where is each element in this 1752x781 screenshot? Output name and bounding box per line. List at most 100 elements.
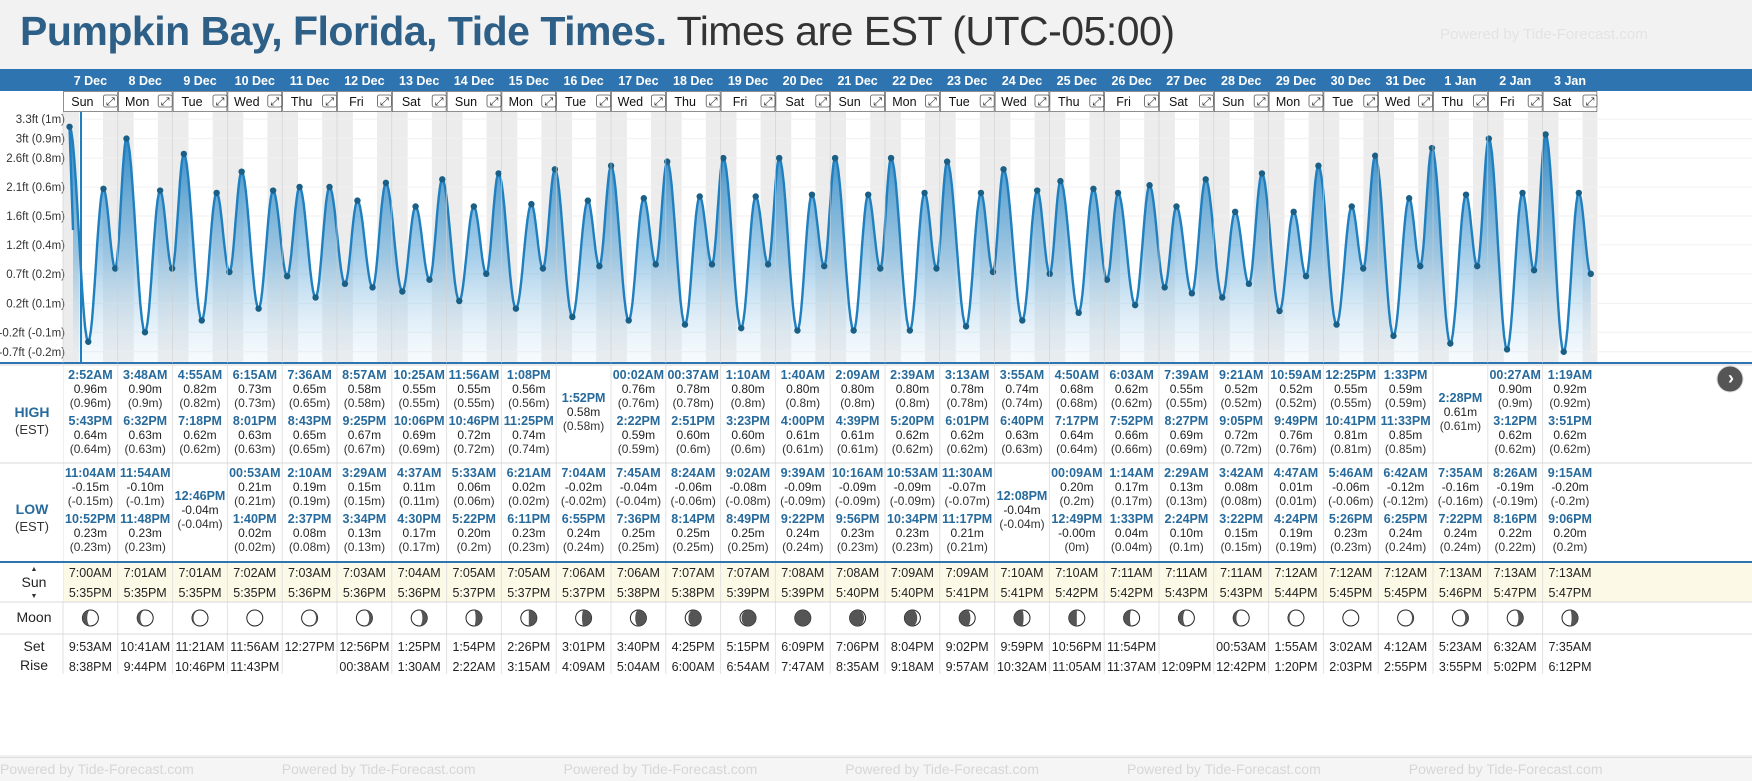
high-tide-time: 1:33PM [1384,368,1428,382]
y-tick-label: 1.2ft (0.4m) [6,240,65,252]
expand-day-button[interactable] [651,94,666,108]
expand-day-button[interactable] [1418,94,1433,108]
expand-day-button[interactable] [541,94,557,108]
expand-day-button[interactable] [925,94,940,108]
sunset-time: 5:42PM [1110,586,1153,600]
expand-day-button[interactable] [103,94,118,108]
expand-day-button[interactable] [267,94,283,108]
low-tide-time: 1:33PM [1110,512,1154,526]
low-tide-point [1447,340,1454,347]
expand-day-button[interactable] [1034,94,1050,108]
high-tide-metric: (0.59m) [1385,396,1426,410]
high-tide-height: 0.61m [841,428,874,442]
footer-watermark: Powered by Tide-Forecast.com [281,761,476,777]
low-tide-metric: (0.15m) [344,494,385,508]
expand-day-button[interactable] [1199,94,1214,108]
high-tide-height: 0.69m [403,428,436,442]
date-header: 12 Dec [344,74,384,88]
low-tide-time: 11:17PM [942,512,992,526]
high-tide-height: 0.60m [731,428,764,442]
expand-day-button[interactable] [1527,94,1543,108]
high-tide-point [180,150,188,158]
low-tide-metric: (-0.04m) [177,517,222,531]
high-tide-metric: (0.61m) [837,442,878,456]
moon-shadow [959,610,971,626]
high-tide-point [66,123,73,130]
moonrise-time: 7:47AM [781,660,824,674]
low-tide-time: 7:36PM [617,512,661,526]
high-tide-point [1371,152,1379,159]
sunset-time: 5:46PM [1439,586,1482,600]
expand-day-button[interactable] [760,94,776,108]
moonrise-time: 11:37AM [1107,660,1156,674]
high-tide-height: 0.52m [1279,382,1312,396]
high-tide-point [213,189,220,197]
high-tide-point [887,154,895,162]
expand-day-button[interactable] [486,94,502,108]
sunset-time: 5:36PM [288,586,331,600]
expand-day-button[interactable] [815,94,831,108]
sunrise-time: 7:03AM [288,566,331,580]
expand-day-button[interactable] [1308,94,1324,108]
low-tide-time: 4:37AM [397,466,441,480]
low-tide-time: 8:49PM [726,512,770,526]
corner-cell [0,91,63,112]
high-tide-point [1114,189,1122,197]
sunrise-time: 7:08AM [836,566,879,580]
moon-shadow [474,610,482,626]
low-tide-height: 0.23m [896,526,929,540]
sunset-time: 5:35PM [124,586,167,600]
low-tide-metric: (-0.16m) [1438,494,1483,508]
low-tide-time: 2:37PM [288,512,332,526]
expand-day-button[interactable] [870,94,885,108]
low-tide-height: 0.21m [951,526,984,540]
high-tide-height: 0.74m [1005,382,1038,396]
high-tide-metric: (0.55m) [1166,396,1207,410]
expand-day-button[interactable] [1473,94,1488,108]
high-tide-metric: (0.64m) [70,442,111,456]
moonrise-time: 1:20PM [1274,660,1317,674]
expand-day-button[interactable] [1089,94,1105,108]
high-tide-point [1057,177,1064,185]
low-tide-metric: (0.13m) [1166,494,1207,508]
high-tide-metric: (0.8m) [895,396,930,410]
date-header: 11 Dec [290,74,330,88]
expand-icon: ⤢ [873,96,882,108]
low-tide-point [255,305,262,312]
moonrise-row-label: Rise [20,657,48,673]
high-tide-metric: (0.62m) [1549,442,1590,456]
high-tide-height: 0.62m [951,428,984,442]
low-tide-time: 9:22PM [781,512,825,526]
moonset-time: 3:02AM [1329,640,1372,654]
expand-day-button[interactable] [376,94,392,108]
date-header: 15 Dec [509,74,549,88]
expand-day-button[interactable] [1582,94,1598,108]
expand-day-button[interactable] [322,94,338,108]
date-header: 31 Dec [1385,74,1425,88]
high-tide-metric: (0.6m) [676,442,711,456]
expand-day-button[interactable] [979,94,995,108]
tide-table: 3.3ft (1m) 3ft (0.9m) 2.6ft (0.8m) 2.1ft (0… [0,69,1752,755]
scroll-right-button[interactable] [1716,365,1744,393]
expand-day-button[interactable] [705,94,721,108]
low-tide-metric: (0.21m) [234,494,275,508]
low-tide-height: 0.08m [1225,480,1258,494]
moonset-time: 1:54PM [452,640,495,654]
high-tide-height: 0.59m [622,428,655,442]
expand-day-button[interactable] [1253,94,1269,108]
expand-day-button[interactable] [1363,94,1379,108]
expand-day-button[interactable] [212,94,228,108]
expand-day-button[interactable] [1144,94,1159,108]
expand-day-button[interactable] [596,94,611,108]
low-tide-time: 10:52PM [65,512,116,526]
weekday-label: Tue [949,95,970,109]
expand-icon: ⤢ [490,96,499,108]
low-tide-metric: (0.24m) [782,540,823,554]
moonset-time: 1:55AM [1274,640,1317,654]
expand-day-button[interactable] [157,94,173,108]
date-header: 23 Dec [947,74,987,88]
footer-watermark: Powered by Tide-Forecast.com [0,761,194,777]
expand-icon: ⤢ [709,96,718,108]
expand-icon: ⤢ [325,96,334,108]
expand-day-button[interactable] [431,94,447,108]
